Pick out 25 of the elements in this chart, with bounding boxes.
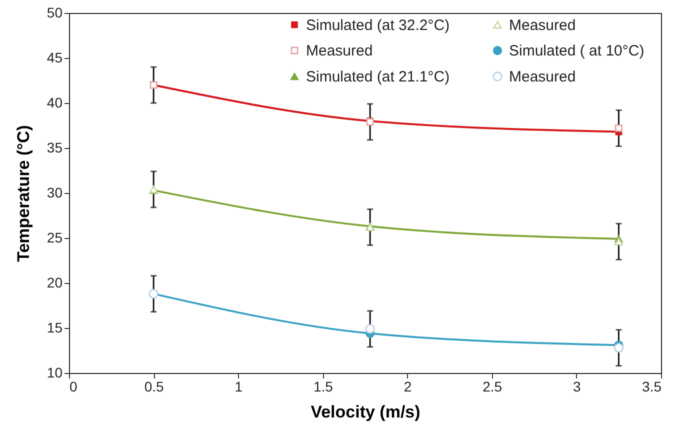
y-tick-label: 10: [46, 364, 63, 380]
y-tick-label: 20: [46, 274, 63, 290]
x-tick-label: 2.5: [482, 378, 502, 394]
y-tick-label: 25: [46, 230, 63, 246]
y-tick-label: 45: [46, 50, 63, 66]
legend-label: Measured: [306, 42, 373, 60]
y-tick-label: 35: [46, 140, 63, 156]
x-tick-label: 2: [404, 378, 412, 394]
legend-label: Measured: [509, 16, 576, 34]
x-tick-label: 1.5: [313, 378, 334, 394]
y-axis-title: Temperature (°C): [14, 125, 33, 262]
legend-label: Simulated (at 32.2°C): [306, 16, 450, 34]
y-tick-label: 50: [46, 4, 63, 20]
y-tick-label: 15: [46, 320, 63, 336]
x-tick-label: 3: [573, 378, 582, 394]
x-tick-label: 1: [234, 378, 243, 394]
x-axis-title: Velocity (m/s): [310, 402, 420, 422]
legend-label: Simulated ( at 10°C): [509, 42, 644, 60]
x-tick-label: 0.5: [144, 378, 164, 394]
legend-label: Measured: [509, 68, 576, 86]
x-tick-label: 3.5: [642, 378, 662, 394]
y-tick-label: 40: [46, 94, 63, 110]
legend-label: Simulated (at 21.1°C): [306, 68, 450, 86]
y-tick-label: 30: [46, 184, 63, 200]
x-tick-label: 0: [70, 378, 78, 394]
